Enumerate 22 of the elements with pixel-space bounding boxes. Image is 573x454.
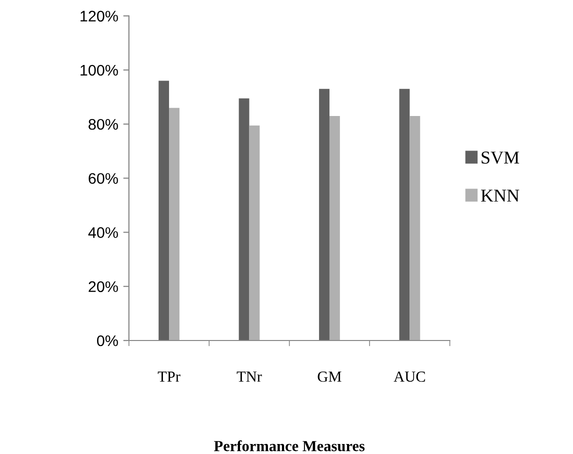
bar — [399, 88, 410, 340]
x-tick-label: TNr — [236, 372, 262, 382]
x-tick-label: TPr — [158, 372, 180, 382]
y-tick-label: 40% — [88, 227, 118, 238]
x-tick-label: AUC — [394, 372, 425, 382]
bar — [158, 80, 170, 340]
y-tick-label: 20% — [88, 281, 118, 292]
bar — [410, 116, 420, 340]
y-tick-label: 120% — [80, 10, 118, 22]
y-tick-label: 0% — [97, 335, 118, 346]
bar — [169, 108, 180, 340]
y-tick-label: 60% — [88, 173, 118, 184]
y-tick-label: 100% — [80, 64, 118, 76]
y-tick-label: 80% — [88, 118, 118, 130]
legend-label: SVM — [482, 152, 520, 164]
bar — [329, 116, 340, 340]
x-tick-label: GM — [318, 372, 342, 382]
legend-label: KNN — [481, 190, 520, 202]
x-axis-title: Performance Measures — [214, 440, 365, 452]
bar — [238, 98, 250, 340]
bar — [319, 88, 330, 340]
bar — [249, 125, 260, 340]
